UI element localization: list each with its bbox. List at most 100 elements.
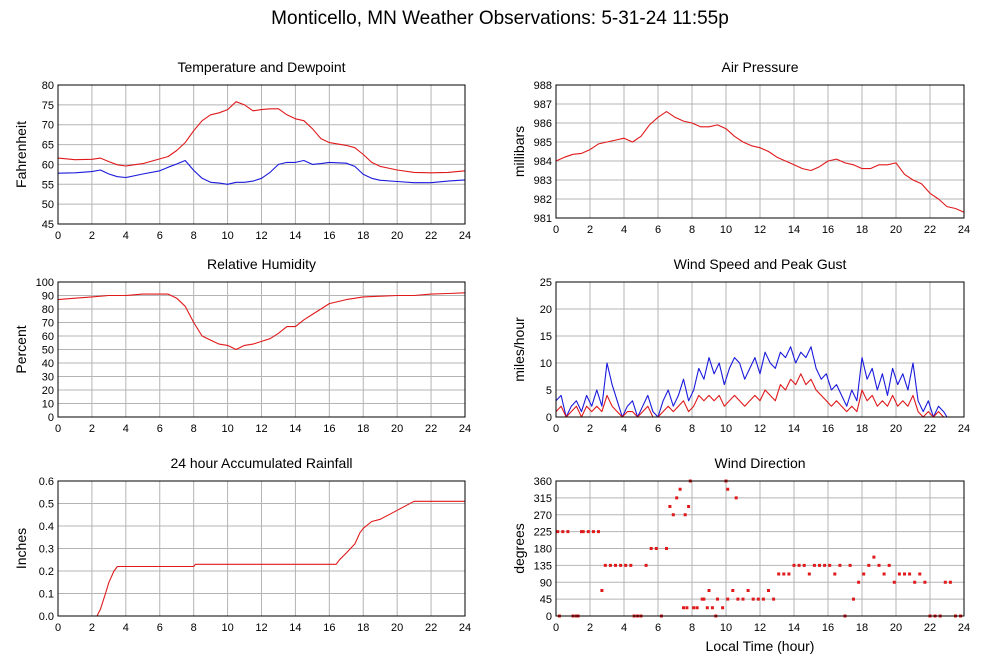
direction-point (668, 505, 672, 508)
direction-point (731, 589, 735, 592)
direction-point (682, 606, 685, 610)
temp-ytick-label: 45 (42, 219, 54, 231)
direction-point (687, 505, 691, 508)
temp-xtick-label: 6 (157, 230, 163, 242)
direction-ytick-label: 90 (540, 577, 552, 589)
rain-xtick-label: 14 (289, 622, 301, 634)
direction-point (695, 606, 699, 610)
direction-xtick-label: 14 (788, 622, 800, 634)
temp-ytick-label: 80 (42, 80, 54, 92)
rain-ytick-label: 0.5 (39, 499, 54, 511)
humidity-ylabel: Percent (13, 325, 29, 373)
humidity-ytick-label: 80 (42, 304, 54, 316)
direction-ytick-label: 135 (534, 560, 552, 572)
rain-ytick-label: 0.6 (39, 476, 54, 488)
direction-point (736, 597, 740, 601)
pressure-ytick-label: 987 (534, 99, 552, 111)
rain-xtick-label: 12 (255, 622, 267, 634)
direction-point (678, 487, 682, 491)
direction-point (792, 563, 796, 567)
pressure-xtick-label: 6 (655, 224, 661, 236)
pressure-chart: 0 2 4 6 8 10 12 14 16 18 20 22 249819829839849859869… (511, 59, 970, 236)
direction-point (746, 589, 750, 592)
pressure-ytick-label: 982 (534, 194, 552, 206)
wind-series-line-blue (555, 346, 948, 418)
humidity-ytick-label: 90 (42, 291, 54, 303)
direction-frame (555, 480, 965, 617)
direction-point (903, 572, 906, 576)
rain-title: 24 hour Accumulated Rainfall (170, 455, 352, 471)
pressure-frame (555, 84, 965, 219)
humidity-xtick-label: 24 (459, 423, 471, 435)
direction-point (603, 563, 607, 567)
direction-point (818, 563, 821, 567)
wind-xtick-label: 24 (958, 423, 970, 435)
direction-point (654, 547, 658, 550)
direction-xtick-label: 24 (958, 622, 970, 634)
direction-point (683, 513, 687, 517)
pressure-xtick-label: 14 (788, 224, 800, 236)
temp-ytick-label: 50 (42, 199, 54, 211)
direction-point (877, 563, 881, 567)
direction-ytick-label: 225 (534, 527, 552, 539)
pressure-xtick-label: 0 (553, 224, 559, 236)
rain-ytick-label: 0.0 (39, 611, 54, 623)
wind-ytick-label: 15 (540, 331, 552, 343)
temp-title: Temperature and Dewpoint (177, 59, 345, 75)
pressure-xtick-label: 18 (856, 224, 868, 236)
temp-xtick-label: 10 (221, 230, 233, 242)
humidity-ytick-label: 0 (48, 412, 54, 424)
direction-point (812, 563, 816, 567)
wind-xtick-label: 0 (553, 423, 559, 435)
humidity-ytick-label: 30 (42, 372, 54, 384)
direction-xtick-label: 22 (924, 622, 936, 634)
direction-point (862, 572, 866, 576)
rain-xtick-label: 20 (391, 622, 403, 634)
temp-xtick-label: 2 (89, 230, 95, 242)
direction-xlabel: Local Time (hour) (706, 638, 815, 654)
pressure-ytick-label: 984 (534, 156, 552, 168)
wind-xtick-label: 18 (856, 423, 868, 435)
temp-series-line-blue (57, 159, 466, 185)
direction-point (561, 530, 565, 534)
humidity-xtick-label: 10 (221, 423, 233, 435)
direction-point (556, 530, 560, 534)
humidity-xtick-label: 8 (191, 423, 197, 435)
direction-point (716, 597, 719, 601)
pressure-ytick-label: 985 (534, 137, 552, 149)
direction-point (787, 572, 791, 576)
wind-ytick-label: 5 (546, 385, 552, 397)
direction-point (629, 563, 633, 567)
direction-xtick-label: 20 (890, 622, 902, 634)
humidity-series-line-red (57, 292, 466, 351)
wind-xtick-label: 6 (655, 423, 661, 435)
pressure-xtick-label: 16 (822, 224, 834, 236)
direction-point (777, 572, 781, 576)
wind-xtick-label: 8 (689, 423, 695, 435)
temp-xtick-label: 8 (191, 230, 197, 242)
direction-point (948, 580, 952, 584)
temp-xtick-label: 12 (255, 230, 267, 242)
direction-point (943, 580, 947, 584)
rain-xtick-label: 6 (157, 622, 163, 634)
pressure-xtick-label: 22 (924, 224, 936, 236)
wind-ylabel: miles/hour (511, 317, 527, 382)
humidity-ytick-label: 20 (42, 385, 54, 397)
rain-xtick-label: 22 (425, 622, 437, 634)
direction-point (913, 580, 917, 584)
humidity-ytick-label: 70 (42, 318, 54, 330)
pressure-ytick-label: 988 (534, 80, 552, 92)
direction-ytick-label: 360 (534, 476, 552, 488)
wind-ytick-label: 20 (540, 304, 552, 316)
direction-point (721, 606, 725, 610)
direction-point (892, 580, 896, 584)
page-title: Monticello, MN Weather Observations: 5-3… (271, 8, 729, 29)
pressure-ytick-label: 981 (534, 213, 552, 225)
direction-point (581, 530, 585, 534)
rain-xtick-label: 2 (89, 622, 95, 634)
humidity-chart: 0 2 4 6 8 10 12 14 16 18 20 22 240102030405060708090… (13, 256, 471, 435)
humidity-ytick-label: 50 (42, 345, 54, 357)
direction-point (685, 606, 689, 610)
direction-point (807, 572, 811, 576)
rain-series-line-red (58, 500, 465, 617)
